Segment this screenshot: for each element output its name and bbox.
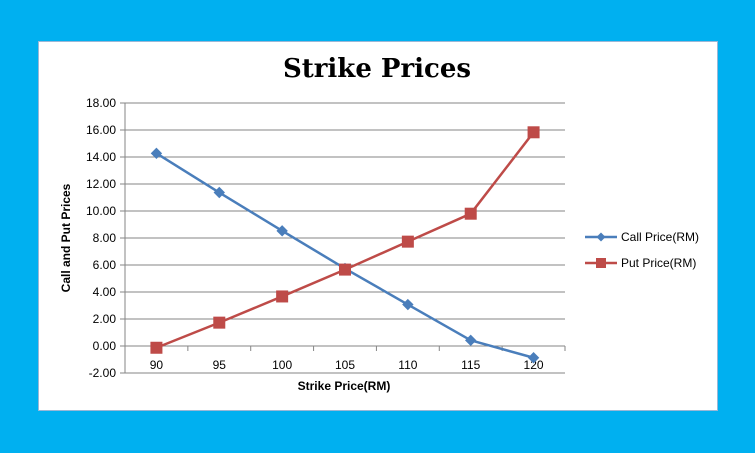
legend-item: Call Price(RM) (585, 230, 699, 244)
line-chart: Strike Prices -2.00 0.00 2.00 4.00 6.00 8.00 1… (59, 54, 699, 393)
data-point (213, 316, 226, 329)
data-point (150, 147, 163, 160)
data-point (527, 352, 540, 364)
y-axis-ticks: -2.00 0.00 2.00 4.00 6.00 8.00 10.00 12.00 14.00… (86, 96, 116, 380)
data-point (465, 334, 477, 347)
x-tick-label: 100 (272, 358, 292, 372)
x-tick-label: 115 (461, 358, 480, 372)
data-point (276, 225, 288, 237)
x-axis-ticks: 90 95 100 105 110 115 120 (150, 358, 544, 372)
y-tick-label: 12.00 (86, 177, 116, 191)
y-tick-label: 8.00 (93, 231, 117, 245)
y-tick-label: 10.00 (86, 204, 116, 218)
data-point (276, 290, 289, 303)
legend-item: Put Price(RM) (585, 256, 696, 270)
y-axis-title: Call and Put Prices (59, 183, 73, 292)
y-tick-label: 0.00 (93, 339, 117, 353)
x-tick-label: 95 (213, 358, 227, 372)
x-tick-label: 105 (335, 358, 355, 372)
x-tick-label: 110 (398, 358, 417, 372)
series-2 (150, 126, 540, 354)
legend-label: Call Price(RM) (621, 230, 699, 244)
legend-label: Put Price(RM) (621, 256, 696, 270)
legend-marker (596, 258, 606, 268)
data-point (339, 263, 351, 276)
y-tick-label: 2.00 (93, 312, 117, 326)
data-point (401, 235, 414, 248)
series-line (155, 131, 535, 349)
gridlines (125, 102, 565, 374)
series-1 (150, 147, 540, 364)
series-layer (150, 126, 540, 364)
x-axis-title: Strike Price(RM) (298, 379, 391, 393)
x-tick-label: 90 (150, 358, 164, 372)
y-tick-label: -2.00 (89, 366, 117, 380)
data-point (527, 126, 540, 139)
y-tick-label: 4.00 (93, 285, 117, 299)
legend-marker (596, 232, 606, 242)
y-tick-label: 6.00 (93, 258, 117, 272)
x-tick-label: 120 (524, 358, 544, 372)
data-point (464, 207, 477, 220)
y-tick-label: 14.00 (86, 150, 116, 164)
data-point (150, 341, 163, 354)
y-tick-label: 16.00 (86, 123, 116, 137)
y-tick-label: 18.00 (86, 96, 116, 110)
chart-area: Strike Prices -2.00 0.00 2.00 4.00 6.00 8.00 1… (38, 41, 718, 411)
chart-title: Strike Prices (283, 54, 471, 84)
legend: Call Price(RM) Put Price(RM) (585, 230, 699, 270)
data-point (213, 186, 225, 199)
data-point (402, 298, 414, 311)
